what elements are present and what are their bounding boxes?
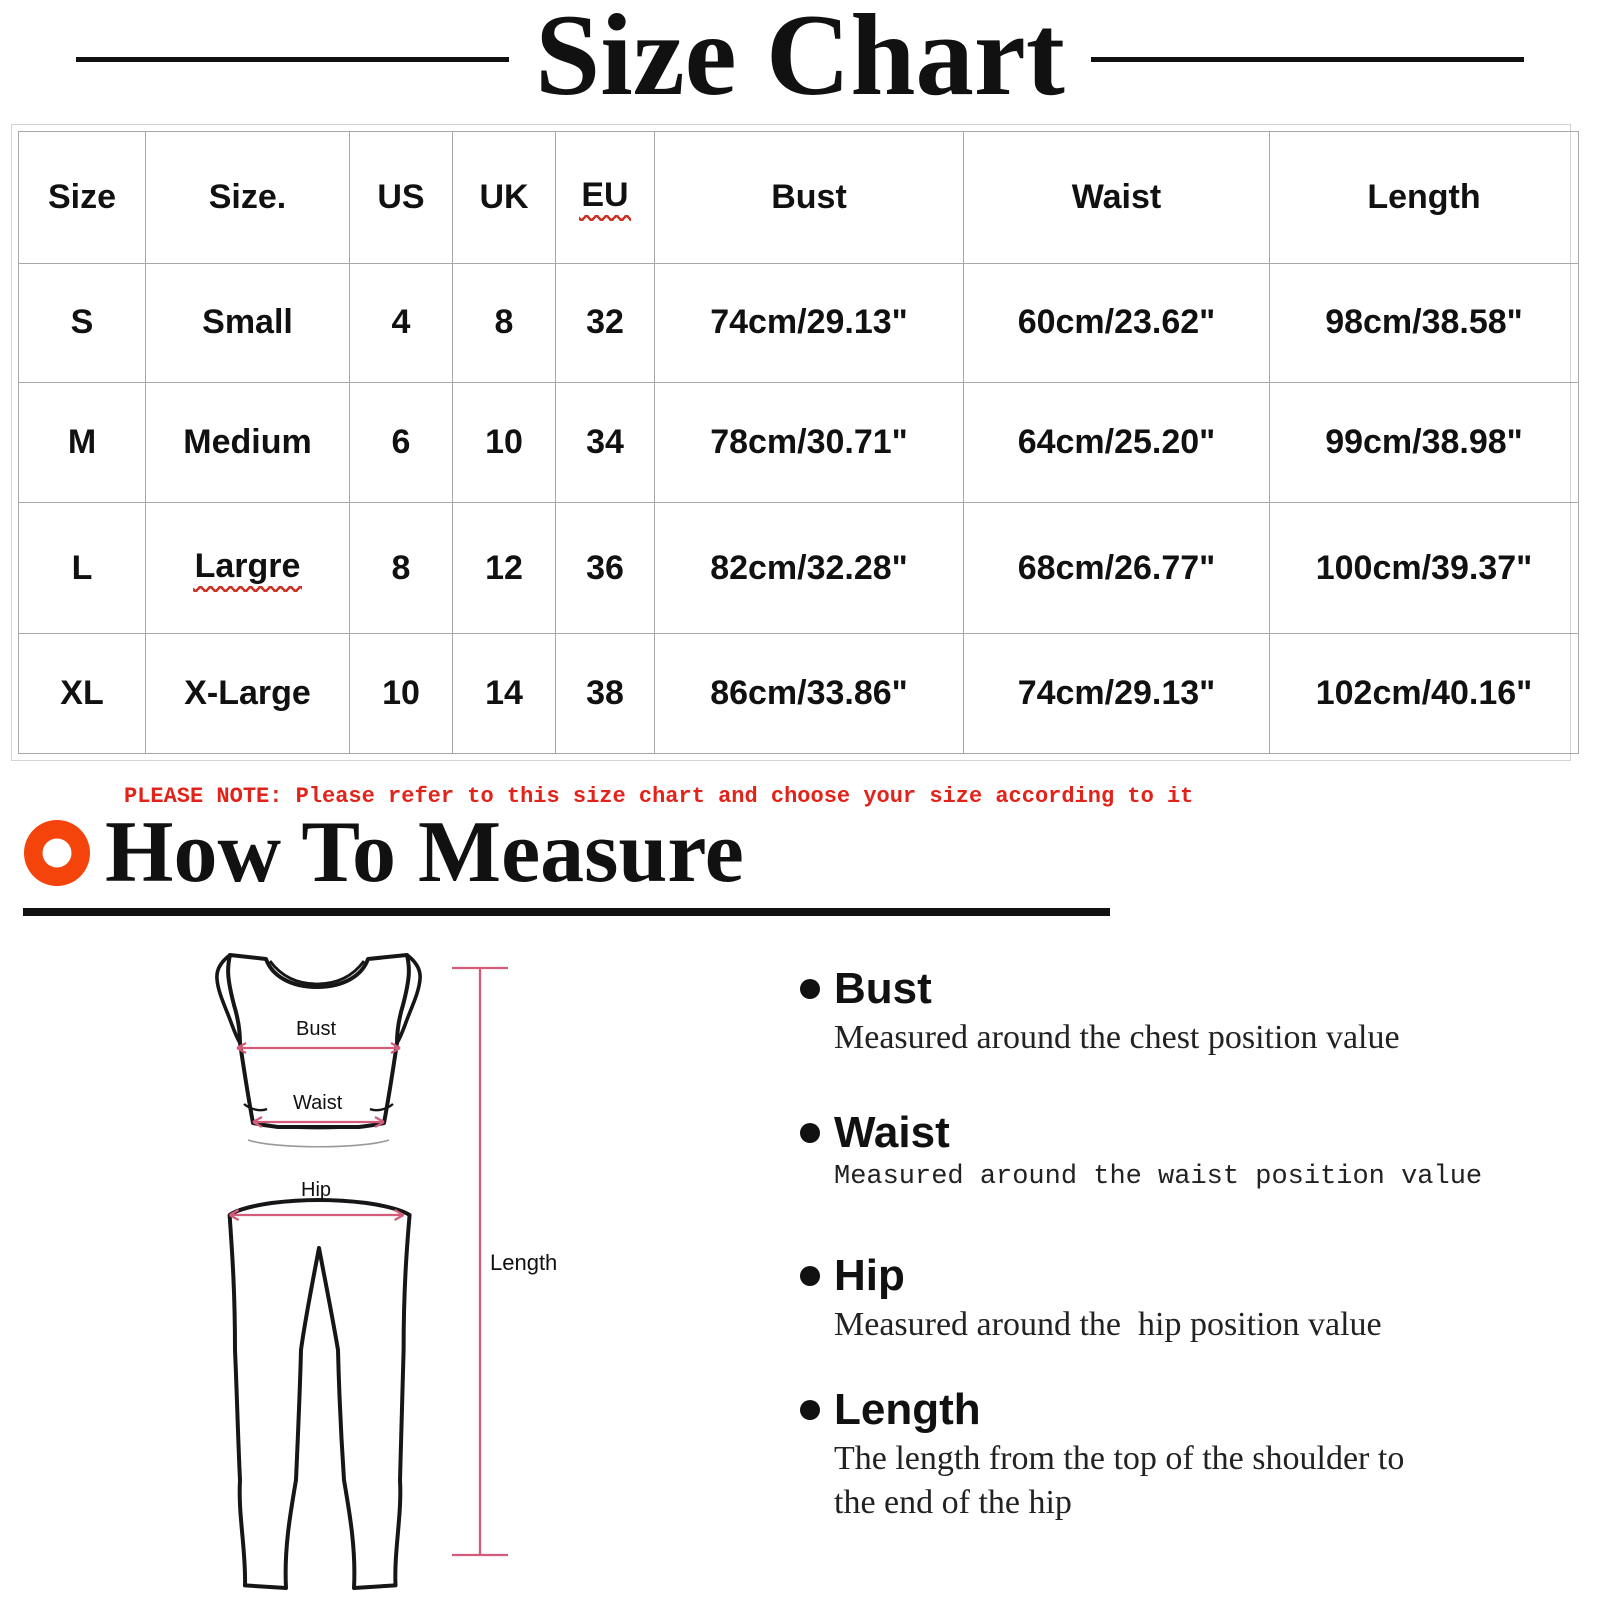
svg-text:Hip: Hip	[301, 1179, 331, 1201]
svg-text:Length: Length	[490, 1250, 557, 1275]
svg-text:Bust: Bust	[296, 1018, 336, 1040]
svg-text:Waist: Waist	[293, 1092, 343, 1114]
